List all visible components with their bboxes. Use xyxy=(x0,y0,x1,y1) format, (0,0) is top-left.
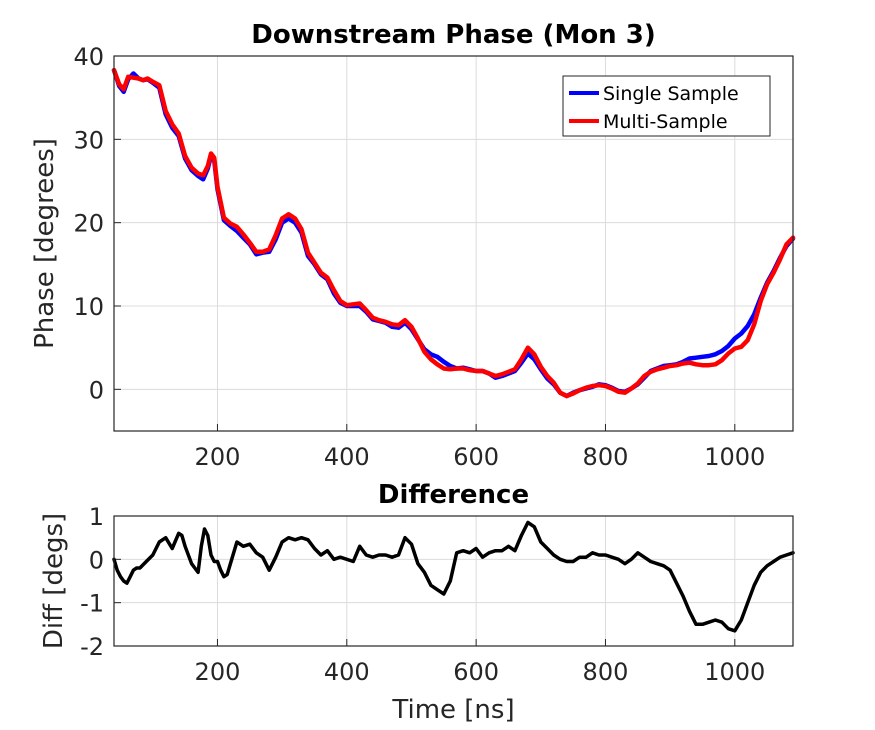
difference-plot-panel: 200 400 600 800 1000 -2 -1 0 1 Difference Diff [… xyxy=(39,480,795,725)
phase-y-tick-label: 10 xyxy=(73,293,104,321)
phase-x-tick-label: 400 xyxy=(324,443,370,471)
legend-box xyxy=(562,75,771,137)
difference-x-tick-label: 400 xyxy=(324,658,370,686)
legend-label-multi-sample: Multi-Sample xyxy=(603,111,728,133)
difference-plot-x-axis-label: Time [ns] xyxy=(391,695,514,725)
phase-x-tick-label: 800 xyxy=(583,443,629,471)
difference-y-tick-label: -1 xyxy=(80,590,104,618)
difference-plot-grid xyxy=(114,515,793,647)
phase-y-tick-label: 20 xyxy=(73,210,104,238)
difference-plot-ticks: 200 400 600 800 1000 -2 -1 0 1 xyxy=(80,503,765,686)
series-line-multi-sample xyxy=(111,67,796,399)
phase-plot-y-axis-label: Phase [degrees] xyxy=(30,138,60,349)
phase-x-tick-label: 600 xyxy=(453,443,499,471)
phase-x-tick-label: 200 xyxy=(195,443,241,471)
phase-plot-title: Downstream Phase (Mon 3) xyxy=(251,20,655,50)
phase-plot-ticks: 200 400 600 800 1000 0 10 20 30 40 xyxy=(73,43,765,471)
difference-y-tick-label: 1 xyxy=(89,503,104,531)
difference-plot-y-axis-label: Diff [degs] xyxy=(39,513,69,649)
phase-y-tick-label: 40 xyxy=(73,43,104,71)
phase-plot-lines xyxy=(111,67,796,399)
difference-plot-frame xyxy=(113,515,794,647)
difference-x-tick-label: 1000 xyxy=(704,658,765,686)
difference-y-tick-label: -2 xyxy=(80,633,104,661)
difference-x-tick-label: 600 xyxy=(453,658,499,686)
difference-plot-title: Difference xyxy=(378,480,529,510)
phase-y-tick-label: 0 xyxy=(89,376,104,404)
phase-plot-frame xyxy=(113,55,794,432)
series-line-difference xyxy=(112,520,795,633)
phase-x-tick-label: 1000 xyxy=(704,443,765,471)
difference-x-tick-label: 800 xyxy=(583,658,629,686)
phase-plot-panel: 200 400 600 800 1000 0 10 20 30 40 Downstream Pha… xyxy=(30,20,796,471)
difference-y-tick-label: 0 xyxy=(89,546,104,574)
legend-label-single-sample: Single Sample xyxy=(603,83,739,105)
phase-y-tick-label: 30 xyxy=(73,126,104,154)
difference-plot-lines xyxy=(112,520,795,633)
difference-x-tick-label: 200 xyxy=(195,658,241,686)
legend: Single Sample Multi-Sample xyxy=(562,75,771,137)
